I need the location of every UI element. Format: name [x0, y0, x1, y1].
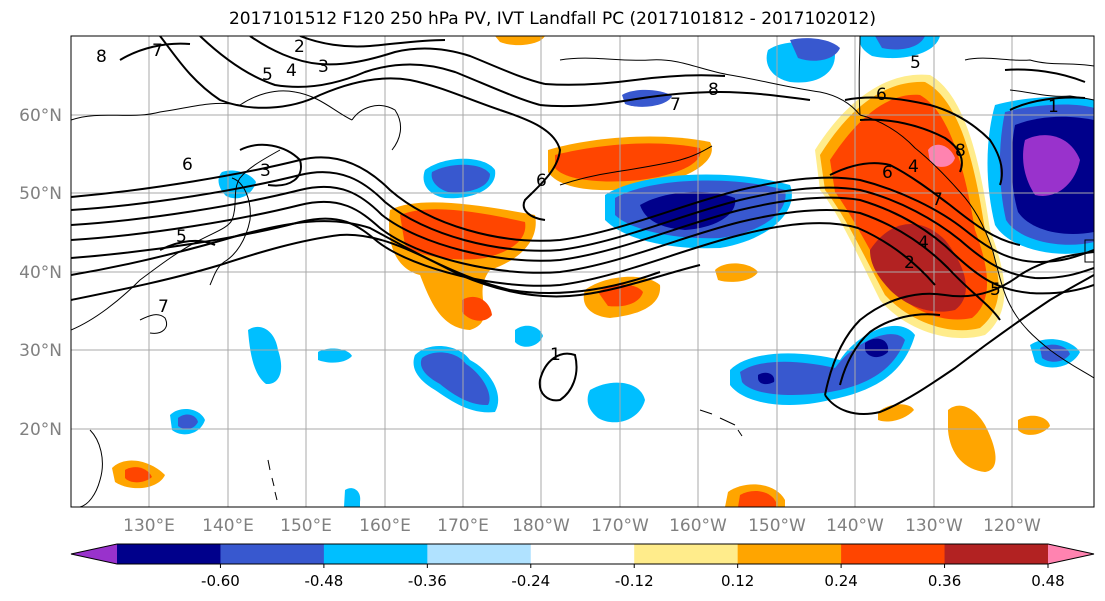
contour-label: 6 — [182, 155, 193, 175]
contour-label: 8 — [708, 80, 719, 100]
negative-anomaly-region — [248, 326, 282, 385]
contour-label: 2 — [904, 253, 915, 273]
negative-anomaly-region — [344, 488, 361, 507]
latitude-label: 20°N — [19, 420, 62, 440]
contour-label: 1 — [1048, 97, 1059, 117]
contour-lines — [71, 36, 1094, 416]
negative-anomaly-region — [758, 372, 775, 385]
latitude-label: 30°N — [19, 341, 62, 361]
longitude-label: 170°E — [437, 516, 489, 536]
negative-anomaly-region — [1023, 135, 1080, 196]
longitude-label: 180°W — [512, 516, 570, 536]
contour-label: 7 — [670, 95, 681, 115]
negative-anomaly-region — [740, 334, 905, 395]
contour-label: 7 — [932, 190, 943, 210]
colorbar-outline — [70, 543, 1095, 565]
colorbar-segment — [323, 544, 428, 564]
colorbar-tick-label: 0.48 — [1031, 572, 1064, 590]
contour-label: 4 — [286, 61, 297, 81]
colorbar-tick-label: 0.24 — [824, 572, 857, 590]
colorbar-tick-label: -0.60 — [201, 572, 240, 590]
longitude-label: 130°E — [123, 516, 175, 536]
contour-label: 6 — [876, 85, 887, 105]
negative-anomaly-region — [515, 325, 543, 347]
positive-anomaly-region — [715, 263, 758, 282]
contour-label: 5 — [910, 53, 921, 73]
colorbar-segments — [70, 543, 1095, 565]
colorbar-segment — [634, 544, 739, 564]
positive-anomaly-region — [948, 405, 996, 472]
colorbar-segment — [220, 544, 325, 564]
contour-label: 7 — [152, 41, 163, 61]
negative-anomaly-region — [178, 414, 198, 430]
colorbar-extend-min — [71, 544, 117, 564]
latitude-label: 40°N — [19, 263, 62, 283]
contour-label: 6 — [882, 163, 893, 183]
map-title: 2017101512 F120 250 hPa PV, IVT Landfall… — [228, 9, 876, 29]
colorbar-segment — [841, 544, 946, 564]
positive-anomaly-region — [555, 143, 701, 182]
contour-label: 5 — [176, 227, 187, 247]
contour-label: 7 — [158, 297, 169, 317]
longitude-label: 160°W — [669, 516, 727, 536]
colorbar-extend-max — [1048, 544, 1094, 564]
colorbar-segment — [117, 544, 221, 564]
colorbar-tick-label: 0.36 — [928, 572, 961, 590]
contour-labels: 8 7 2 4 3 5 6 3 5 7 6 8 7 6 5 1 8 6 4 7 — [96, 37, 1059, 365]
colorbar-tick-label: -0.24 — [511, 572, 550, 590]
colorbar-tick-label: -0.48 — [304, 572, 343, 590]
graticule — [71, 36, 1094, 507]
contour-label: 3 — [318, 57, 329, 77]
contour-label: 5 — [262, 65, 273, 85]
negative-anomaly-region — [640, 191, 736, 230]
positive-anomaly-region — [462, 296, 492, 321]
colorbar-segment — [427, 544, 532, 564]
positive-anomaly-region — [495, 36, 545, 46]
negative-anomaly-region — [865, 338, 889, 358]
negative-anomaly-region — [790, 38, 840, 61]
latitude-labels: 60°N 50°N 40°N 30°N 20°N — [19, 106, 62, 440]
colorbar-segment — [737, 544, 842, 564]
longitude-label: 140°W — [826, 516, 884, 536]
map-frame — [70, 35, 1095, 508]
colorbar-segment — [530, 544, 635, 564]
colorbar-tick-label: -0.12 — [615, 572, 654, 590]
longitude-label: 160°E — [359, 516, 411, 536]
contour-label: 6 — [536, 171, 547, 191]
colorbar-tick-label: -0.36 — [408, 572, 447, 590]
longitude-label: 150°W — [748, 516, 806, 536]
positive-anomaly-region — [928, 144, 955, 167]
negative-anomaly-region — [318, 348, 352, 363]
positive-anomaly-region — [738, 490, 776, 507]
contour-label: 4 — [908, 157, 919, 177]
map-panel: 8 7 2 4 3 5 6 3 5 7 6 8 7 6 5 1 8 6 4 7 — [70, 35, 1095, 508]
contour-label: 8 — [955, 141, 966, 161]
colorbar-tick-label: 0.12 — [721, 572, 754, 590]
negative-anomaly-region — [875, 36, 925, 50]
colorbar-ticks: -0.60 -0.48 -0.36 -0.24 -0.12 0.12 0.24 0.36 0.4… — [201, 564, 1065, 590]
contour-label: 2 — [294, 37, 305, 57]
contour-label: 4 — [918, 233, 929, 253]
longitude-label: 140°E — [202, 516, 254, 536]
longitude-label: 150°E — [280, 516, 332, 536]
longitude-labels: 130°E 140°E 150°E 160°E 170°E 180°W 170°… — [123, 516, 1041, 536]
contour-label: 8 — [96, 47, 107, 67]
colorbar: -0.60 -0.48 -0.36 -0.24 -0.12 0.12 0.24 0.36 0.4… — [70, 543, 1095, 590]
negative-anomaly-region — [420, 352, 490, 406]
longitude-label: 170°W — [591, 516, 649, 536]
contour-label: 5 — [990, 280, 1001, 300]
negative-anomaly-region — [431, 164, 490, 193]
latitude-label: 60°N — [19, 106, 62, 126]
positive-anomaly-region — [125, 467, 152, 483]
contour-label: 1 — [550, 345, 561, 365]
longitude-label: 130°W — [905, 516, 963, 536]
colorbar-segment — [944, 544, 1049, 564]
contour-label: 3 — [260, 161, 271, 181]
latitude-label: 50°N — [19, 184, 62, 204]
positive-anomaly-region — [1018, 415, 1050, 435]
longitude-label: 120°W — [983, 516, 1041, 536]
negative-anomaly-region — [587, 382, 645, 423]
